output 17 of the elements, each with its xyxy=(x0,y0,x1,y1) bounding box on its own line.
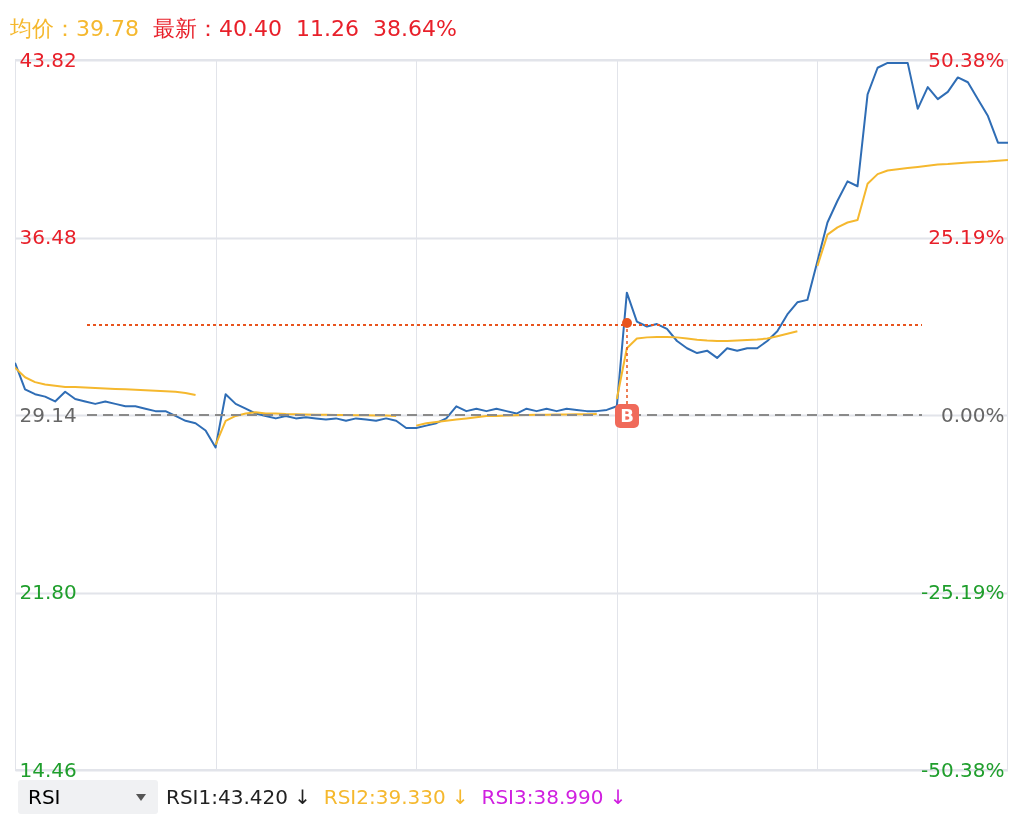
y-tick-label: 36.48 xyxy=(19,225,77,249)
y-tick-label: 43.82 xyxy=(19,47,77,72)
y-tick-label: 21.80 xyxy=(19,580,77,604)
chart-title: 均价：39.78 xyxy=(10,16,140,41)
text: RSI2:39.330 ↓ xyxy=(323,785,470,809)
y2-tick-label: 25.19% xyxy=(928,225,1005,249)
annotation: B xyxy=(615,404,639,428)
text: RSI1:43.420 ↓ xyxy=(166,785,313,809)
y2-tick-label: 50.38% xyxy=(928,47,1005,72)
chart-subtitle: 最新：40.40 11.26 38.64% xyxy=(152,16,457,41)
y2-tick-label: 0.00% xyxy=(940,402,1005,427)
y2-tick-label: -50.38% xyxy=(921,757,1005,782)
text: RSI xyxy=(28,785,61,809)
y-tick-label: 14.46 xyxy=(19,757,77,782)
text: RSI3:38.990 ↓ xyxy=(481,785,628,809)
y-tick-label: 29.14 xyxy=(19,402,77,427)
y2-tick-label: -25.19% xyxy=(921,580,1005,604)
